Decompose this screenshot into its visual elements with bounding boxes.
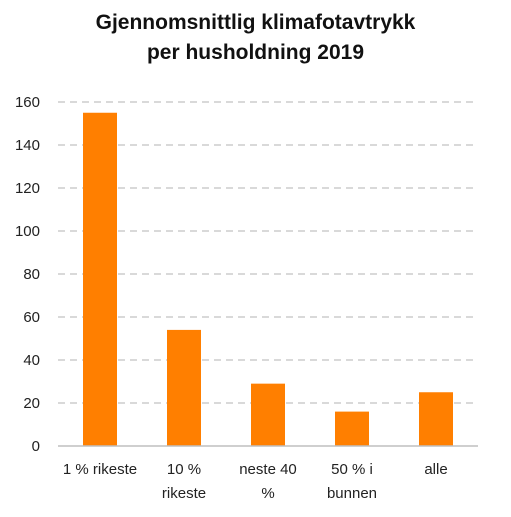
gridlines [58, 101, 478, 404]
y-tick-label: 100 [15, 223, 40, 240]
x-category-label-line: neste 40 [239, 461, 297, 478]
x-category-label-line: rikeste [162, 485, 206, 502]
bar [419, 392, 453, 446]
y-tick-label: 140 [15, 137, 40, 154]
x-category-label-line: 10 % [167, 461, 201, 478]
bars [83, 112, 453, 446]
chart-title-line-1: Gjennomsnittlig klimafotavtrykk [95, 11, 416, 34]
x-category-label: 1 % rikeste [63, 461, 137, 478]
x-category-label-line: 1 % rikeste [63, 461, 137, 478]
y-axis-ticks: 0 20 40 60 80 100 120 140 160 [15, 94, 40, 455]
chart-title: Gjennomsnittlig klimafotavtrykk per hush… [0, 8, 511, 68]
y-tick-label: 20 [23, 395, 40, 412]
x-category-label-line: bunnen [327, 485, 377, 502]
y-tick-label: 80 [23, 266, 40, 283]
x-category-label: 50 % i bunnen [327, 461, 377, 502]
y-tick-label: 60 [23, 309, 40, 326]
x-category-label: 10 % rikeste [162, 461, 206, 502]
chart-title-line-2: per husholdning 2019 [146, 41, 365, 64]
x-category-label-line: alle [424, 461, 447, 478]
x-category-label-line: 50 % i [331, 461, 373, 478]
y-tick-label: 40 [23, 352, 40, 369]
y-tick-label: 0 [32, 438, 40, 455]
x-category-label: neste 40% [239, 461, 297, 502]
y-tick-label: 160 [15, 94, 40, 111]
bar [167, 329, 201, 446]
y-tick-label: 120 [15, 180, 40, 197]
bar [83, 112, 117, 446]
x-category-label: alle [424, 461, 447, 478]
bar [251, 383, 285, 446]
bar [335, 411, 369, 446]
x-category-label-line: % [261, 485, 274, 502]
x-axis-labels: 1 % rikeste 10 % rikeste neste 40 % 50 % i bun… [63, 461, 448, 502]
